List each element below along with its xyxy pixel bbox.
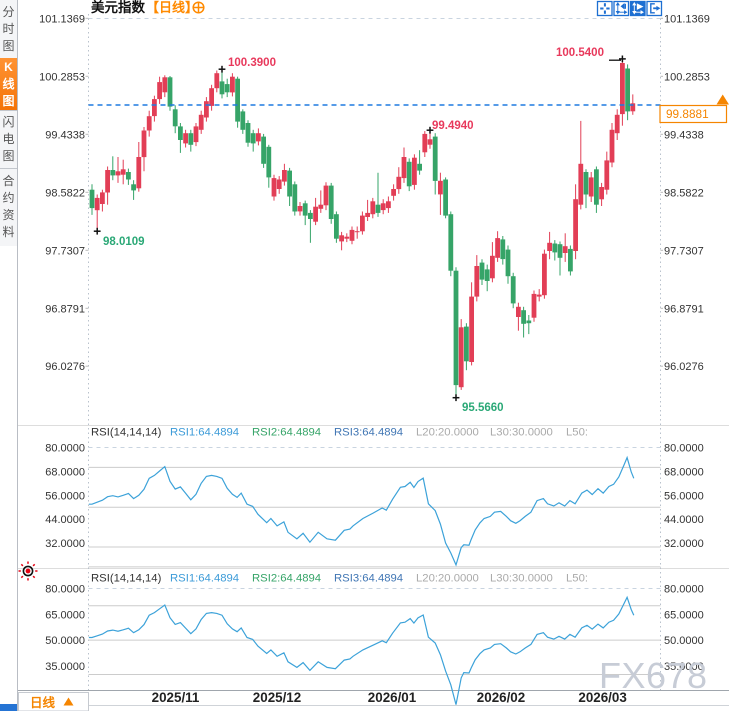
svg-text:2026/03: 2026/03: [578, 690, 626, 705]
svg-text:RSI2:64.4894: RSI2:64.4894: [252, 573, 321, 585]
svg-text:80.0000: 80.0000: [664, 443, 704, 455]
svg-text:97.7307: 97.7307: [45, 245, 85, 257]
svg-text:96.0276: 96.0276: [45, 361, 85, 373]
svg-text:美元指数: 美元指数: [91, 0, 145, 15]
svg-text:99.4338: 99.4338: [664, 129, 704, 141]
svg-text:95.5660: 95.5660: [462, 402, 504, 414]
svg-text:96.8791: 96.8791: [45, 303, 85, 315]
svg-text:L30:30.0000: L30:30.0000: [490, 573, 553, 585]
svg-text:L20:20.0000: L20:20.0000: [416, 427, 479, 439]
svg-text:56.0000: 56.0000: [664, 490, 704, 502]
svg-text:RSI3:64.4894: RSI3:64.4894: [334, 427, 403, 439]
svg-text:2026/02: 2026/02: [477, 690, 525, 705]
svg-text:35.0000: 35.0000: [664, 661, 704, 673]
svg-text:100.5400: 100.5400: [556, 47, 604, 59]
svg-text:RSI(14,14,14): RSI(14,14,14): [91, 573, 162, 585]
svg-text:99.4338: 99.4338: [45, 129, 85, 141]
svg-text:日线: 日线: [30, 695, 56, 710]
svg-text:98.5822: 98.5822: [664, 187, 704, 199]
svg-text:L50:: L50:: [566, 427, 588, 439]
svg-text:32.0000: 32.0000: [664, 538, 704, 550]
svg-text:101.1369: 101.1369: [39, 13, 85, 25]
svg-text:96.8791: 96.8791: [664, 303, 704, 315]
svg-text:100.2853: 100.2853: [39, 71, 85, 83]
svg-text:32.0000: 32.0000: [45, 538, 85, 550]
svg-text:RSI(14,14,14): RSI(14,14,14): [91, 427, 162, 439]
svg-text:50.0000: 50.0000: [45, 635, 85, 647]
svg-text:L30:30.0000: L30:30.0000: [490, 427, 553, 439]
svg-text:RSI1:64.4894: RSI1:64.4894: [170, 427, 239, 439]
svg-text:2025/12: 2025/12: [253, 690, 301, 705]
svg-text:80.0000: 80.0000: [664, 584, 704, 596]
svg-text:98.5822: 98.5822: [45, 187, 85, 199]
svg-text:96.0276: 96.0276: [664, 361, 704, 373]
svg-text:50.0000: 50.0000: [664, 635, 704, 647]
svg-text:56.0000: 56.0000: [45, 490, 85, 502]
svg-text:44.0000: 44.0000: [664, 514, 704, 526]
svg-text:100.2853: 100.2853: [664, 71, 710, 83]
svg-text:99.8881: 99.8881: [666, 107, 709, 121]
svg-text:80.0000: 80.0000: [45, 584, 85, 596]
svg-text:44.0000: 44.0000: [45, 514, 85, 526]
svg-text:RSI2:64.4894: RSI2:64.4894: [252, 427, 321, 439]
svg-text:98.0109: 98.0109: [103, 236, 145, 248]
svg-text:35.0000: 35.0000: [45, 661, 85, 673]
svg-text:100.3900: 100.3900: [228, 57, 276, 69]
svg-text:65.0000: 65.0000: [45, 609, 85, 621]
svg-text:【日线】: 【日线】: [146, 0, 198, 15]
svg-text:FX678: FX678: [599, 655, 708, 696]
svg-text:80.0000: 80.0000: [45, 443, 85, 455]
svg-text:L20:20.0000: L20:20.0000: [416, 573, 479, 585]
svg-text:68.0000: 68.0000: [664, 466, 704, 478]
svg-text:65.0000: 65.0000: [664, 609, 704, 621]
svg-text:101.1369: 101.1369: [664, 13, 710, 25]
svg-text:68.0000: 68.0000: [45, 466, 85, 478]
svg-text:99.4940: 99.4940: [432, 120, 474, 132]
svg-text:RSI1:64.4894: RSI1:64.4894: [170, 573, 239, 585]
svg-text:2025/11: 2025/11: [152, 690, 200, 705]
svg-text:97.7307: 97.7307: [664, 245, 704, 257]
svg-text:L50:: L50:: [566, 573, 588, 585]
svg-text:2026/01: 2026/01: [368, 690, 417, 705]
svg-text:RSI3:64.4894: RSI3:64.4894: [334, 573, 403, 585]
